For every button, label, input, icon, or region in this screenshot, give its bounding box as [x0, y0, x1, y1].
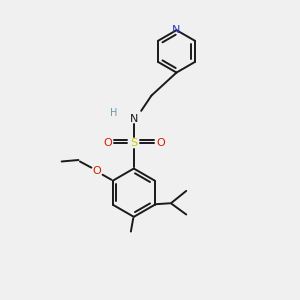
Text: N: N	[172, 25, 181, 35]
Text: N: N	[130, 114, 138, 124]
Text: H: H	[110, 108, 117, 118]
Text: O: O	[156, 138, 165, 148]
Text: S: S	[130, 138, 137, 148]
Text: O: O	[92, 166, 101, 176]
Text: O: O	[103, 138, 112, 148]
